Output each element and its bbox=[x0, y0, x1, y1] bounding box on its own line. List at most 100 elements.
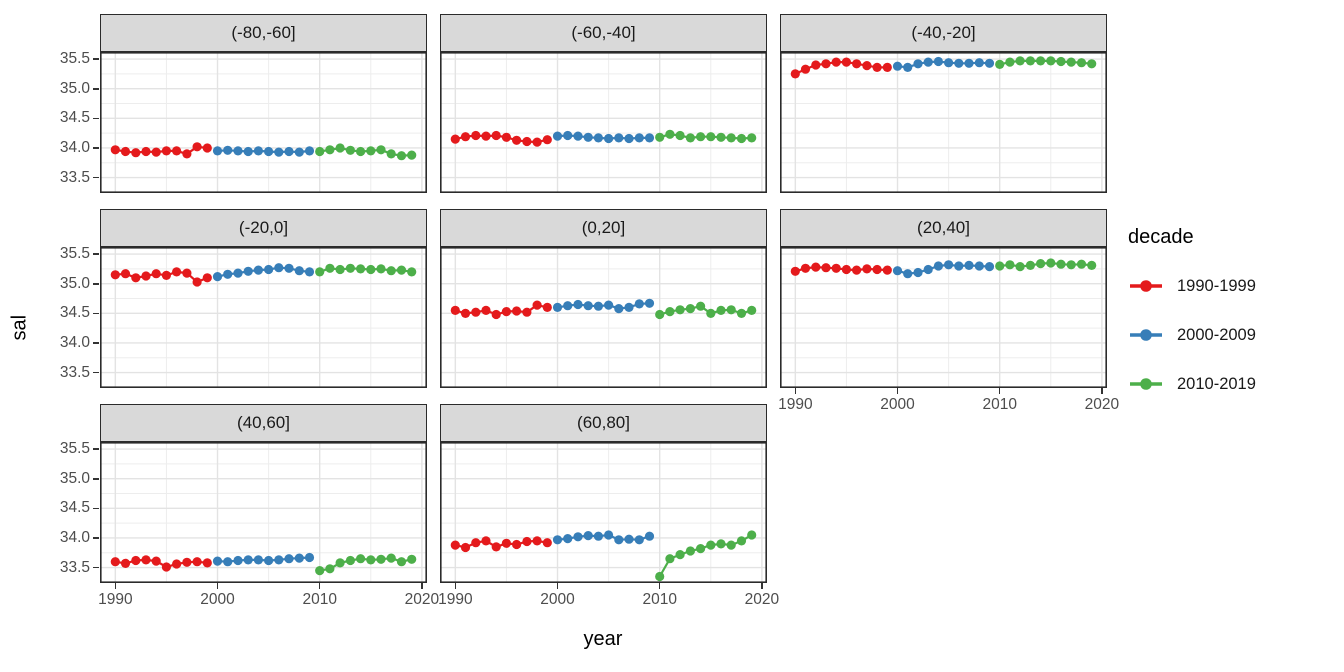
facet-panel bbox=[440, 52, 767, 193]
x-axis-tick bbox=[216, 583, 219, 589]
data-point bbox=[726, 133, 736, 143]
series-line bbox=[557, 302, 650, 310]
data-point bbox=[706, 132, 716, 142]
series-line bbox=[217, 149, 310, 154]
data-point bbox=[913, 59, 923, 69]
data-point bbox=[335, 264, 345, 275]
panel-border bbox=[100, 442, 427, 583]
data-point bbox=[995, 261, 1005, 271]
data-point bbox=[522, 536, 532, 547]
x-axis-tick bbox=[318, 583, 321, 589]
data-point bbox=[614, 133, 624, 143]
data-point bbox=[933, 261, 943, 271]
y-tick-label: 34.0 bbox=[59, 333, 90, 351]
data-point bbox=[933, 56, 943, 67]
data-point bbox=[862, 264, 872, 274]
data-point bbox=[212, 272, 223, 282]
y-tick-label: 33.5 bbox=[59, 363, 90, 381]
x-tick-label: 2020 bbox=[1084, 396, 1120, 413]
panel-border bbox=[780, 52, 1107, 193]
data-point bbox=[471, 307, 481, 317]
data-point bbox=[944, 58, 954, 68]
data-point bbox=[501, 307, 511, 317]
data-point bbox=[325, 263, 335, 273]
data-point bbox=[407, 150, 417, 160]
x-tick-label: 2000 bbox=[200, 591, 235, 608]
facet-cell: (-20,0] bbox=[100, 209, 427, 388]
data-point bbox=[790, 266, 800, 276]
data-point bbox=[264, 555, 274, 566]
panel-border bbox=[440, 442, 767, 583]
panel-border bbox=[100, 52, 427, 193]
data-point bbox=[1076, 259, 1087, 269]
y-axis-tick bbox=[93, 448, 99, 450]
x-tick-label: 1990 bbox=[438, 591, 473, 608]
data-point bbox=[604, 530, 614, 540]
data-point bbox=[624, 133, 634, 144]
facet-strip: (-40,-20] bbox=[780, 14, 1107, 52]
data-point bbox=[202, 273, 212, 283]
data-point bbox=[583, 531, 593, 541]
x-axis-tick bbox=[658, 583, 661, 589]
data-point bbox=[954, 58, 964, 68]
y-tick-label: 35.0 bbox=[59, 79, 90, 97]
panel-background bbox=[100, 52, 427, 193]
data-point bbox=[634, 133, 644, 143]
data-point bbox=[386, 553, 396, 563]
data-point bbox=[110, 270, 120, 280]
data-point bbox=[243, 555, 253, 565]
data-point bbox=[984, 58, 995, 68]
data-point bbox=[716, 305, 726, 315]
series-line bbox=[115, 558, 208, 569]
data-point bbox=[974, 261, 984, 271]
data-point bbox=[1015, 56, 1025, 66]
data-point bbox=[212, 146, 223, 156]
data-point bbox=[696, 132, 706, 142]
series-line bbox=[897, 263, 990, 275]
series-line bbox=[319, 146, 412, 157]
data-point bbox=[274, 263, 284, 273]
y-axis-tick bbox=[93, 147, 99, 149]
data-point bbox=[182, 557, 192, 567]
data-point bbox=[726, 540, 736, 550]
data-point bbox=[120, 269, 131, 279]
data-point bbox=[872, 264, 882, 275]
panel-background bbox=[440, 442, 767, 583]
data-point bbox=[304, 267, 315, 277]
data-point bbox=[862, 61, 872, 71]
data-point bbox=[882, 62, 892, 72]
data-point bbox=[593, 133, 603, 143]
data-point bbox=[376, 554, 386, 564]
data-point bbox=[512, 135, 522, 145]
data-point bbox=[736, 133, 747, 144]
x-tick-label: 2000 bbox=[540, 591, 575, 608]
data-point bbox=[172, 559, 182, 569]
data-point bbox=[675, 550, 685, 560]
y-axis-tick bbox=[93, 87, 99, 90]
facet-panel bbox=[100, 52, 427, 193]
panel-background bbox=[440, 52, 767, 193]
data-point bbox=[396, 265, 407, 275]
facet-label: (20,40] bbox=[917, 218, 970, 237]
facet-panel bbox=[440, 247, 767, 388]
data-point bbox=[345, 263, 355, 273]
y-axis-tick bbox=[93, 176, 99, 179]
data-point bbox=[655, 309, 665, 320]
facet-cell: (-40,-20] bbox=[780, 14, 1107, 193]
panel-border bbox=[100, 247, 427, 388]
legend-key-icon bbox=[1130, 378, 1162, 390]
data-point bbox=[583, 301, 593, 311]
data-point bbox=[563, 534, 573, 544]
data-point bbox=[471, 538, 481, 548]
data-point bbox=[532, 536, 542, 546]
facet-panel bbox=[100, 247, 427, 388]
x-axis-title: year bbox=[583, 628, 623, 650]
y-tick-label: 34.0 bbox=[59, 528, 90, 546]
data-point bbox=[1076, 58, 1087, 68]
data-point bbox=[604, 133, 614, 144]
panel-border bbox=[440, 52, 767, 193]
data-point bbox=[696, 544, 706, 554]
data-point bbox=[356, 554, 366, 564]
data-point bbox=[532, 137, 542, 147]
legend-key-icon bbox=[1130, 329, 1162, 341]
